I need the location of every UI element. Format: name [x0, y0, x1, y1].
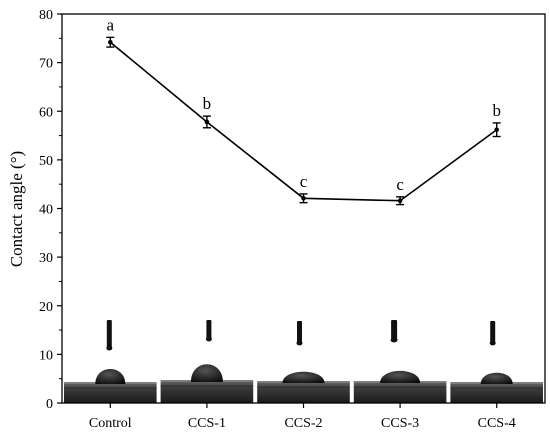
y-tick-label: 30: [39, 251, 53, 266]
data-point: [494, 127, 500, 133]
needle: [391, 320, 398, 339]
data-point: [301, 195, 306, 201]
axes: 0 10 20 30 40 50 60 70 80 Control CCS-1 CCS-2 CCS-3 C…: [39, 8, 546, 431]
needle-tip: [106, 345, 113, 351]
significance-letter: c: [396, 175, 404, 194]
surface: [257, 381, 350, 403]
droplet-photo: [353, 320, 447, 403]
needle-tip: [296, 340, 303, 346]
y-tick-label: 10: [39, 348, 53, 363]
y-tick-label: 0: [46, 397, 53, 412]
water-droplet: [480, 372, 513, 384]
droplet-photos: [64, 320, 543, 403]
needle-tip: [489, 340, 496, 346]
x-tick-label: CCS-2: [284, 416, 322, 431]
water-droplet: [95, 369, 126, 384]
y-tick-label: 20: [39, 300, 53, 315]
droplet-photo: [160, 320, 254, 403]
y-tick-label: 60: [39, 105, 53, 120]
y-axis-title: Contact angle (°): [7, 151, 26, 267]
needle-tip: [390, 337, 398, 343]
x-tick-label: Control: [89, 416, 132, 431]
series-line: a b c c b: [106, 15, 501, 206]
surface: [450, 382, 543, 403]
x-tick-label: CCS-3: [381, 416, 419, 431]
droplet-photo: [257, 321, 350, 403]
droplet-photo: [64, 320, 157, 403]
needle: [206, 320, 212, 338]
significance-letter: c: [300, 172, 308, 191]
y-tick-label: 50: [39, 154, 53, 169]
surface: [64, 382, 157, 403]
y-tick-label: 70: [39, 57, 53, 72]
x-tick-label: CCS-4: [478, 416, 516, 431]
needle-tip: [205, 336, 212, 342]
significance-letter: b: [203, 94, 212, 113]
y-tick-label: 40: [39, 203, 53, 218]
x-tick-label: CCS-1: [188, 416, 226, 431]
data-point: [204, 119, 210, 125]
surface: [353, 381, 447, 403]
water-droplet: [380, 370, 421, 383]
needle: [297, 321, 302, 342]
water-droplet: [190, 364, 223, 382]
water-droplet: [282, 371, 325, 383]
y-tick-label: 80: [39, 8, 53, 23]
data-point: [108, 39, 113, 45]
surface: [160, 380, 254, 403]
needle: [490, 321, 496, 342]
significance-letter: a: [107, 15, 115, 34]
droplet-photo: [450, 321, 543, 403]
needle: [106, 320, 112, 350]
significance-letter: b: [492, 101, 501, 120]
data-point: [397, 198, 403, 204]
